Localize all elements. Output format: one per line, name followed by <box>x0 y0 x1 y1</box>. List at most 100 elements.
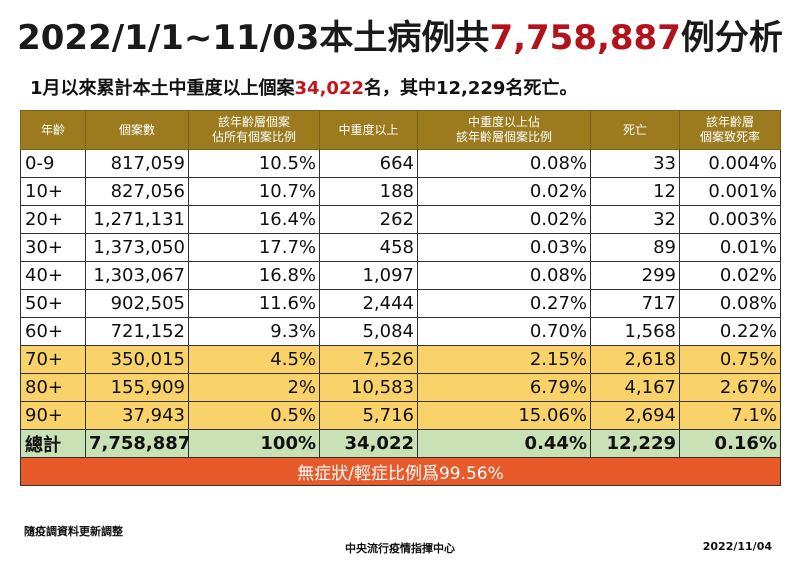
age-cell: 80+ <box>20 373 86 402</box>
footer-agency: 中央流行疫情指揮中心 <box>345 542 455 555</box>
age-cell: 10+ <box>20 177 86 206</box>
severe-cell: 7,526 <box>319 345 418 374</box>
cfr-cell: 0.001% <box>679 177 781 206</box>
severe-cell: 1,097 <box>319 261 418 290</box>
share-cell: 16.8% <box>188 261 320 290</box>
table-row: 60+ 721,152 9.3% 5,084 0.70% 1,568 0.22% <box>20 317 781 346</box>
age-cell: 50+ <box>20 289 86 318</box>
cases-cell: 155,909 <box>85 373 189 402</box>
severe-rate-cell: 0.02% <box>417 177 591 206</box>
age-cell: 40+ <box>20 261 86 290</box>
cases-cell: 350,015 <box>85 345 189 374</box>
table-row: 0-9 817,059 10.5% 664 0.08% 33 0.004% <box>20 149 781 178</box>
age-cell: 總計 <box>20 429 86 458</box>
age-analysis-table: 年齡 個案數 該年齡層個案 佔所有個案比例 中重度以上 中重度以上佔 該年齡層個案比例死… <box>20 110 781 486</box>
cases-cell: 827,056 <box>85 177 189 206</box>
column-header: 中重度以上 <box>319 110 418 150</box>
deaths-cell: 1,568 <box>590 317 680 346</box>
table-row: 70+ 350,015 4.5% 7,526 2.15% 2,618 0.75% <box>20 345 781 374</box>
deaths-cell: 89 <box>590 233 680 262</box>
cases-cell: 817,059 <box>85 149 189 178</box>
cases-cell: 902,505 <box>85 289 189 318</box>
share-cell: 16.4% <box>188 205 320 234</box>
severe-cell: 10,583 <box>319 373 418 402</box>
share-cell: 0.5% <box>188 401 320 430</box>
share-cell: 10.5% <box>188 149 320 178</box>
deaths-cell: 32 <box>590 205 680 234</box>
severe-cell: 5,716 <box>319 401 418 430</box>
table-row: 40+ 1,303,067 16.8% 1,097 0.08% 299 0.02% <box>20 261 781 290</box>
column-header: 個案數 <box>85 110 189 150</box>
table-row: 20+ 1,271,131 16.4% 262 0.02% 32 0.003% <box>20 205 781 234</box>
age-cell: 90+ <box>20 401 86 430</box>
cfr-cell: 0.004% <box>679 149 781 178</box>
share-cell: 9.3% <box>188 317 320 346</box>
severe-rate-cell: 2.15% <box>417 345 591 374</box>
age-cell: 30+ <box>20 233 86 262</box>
severe-rate-cell: 0.70% <box>417 317 591 346</box>
severe-cell: 188 <box>319 177 418 206</box>
severe-rate-cell: 0.44% <box>417 429 591 458</box>
cfr-cell: 0.16% <box>679 429 781 458</box>
deaths-cell: 299 <box>590 261 680 290</box>
total-row: 總計 7,758,887 100% 34,022 0.44% 12,229 0.16% <box>20 429 781 458</box>
share-cell: 4.5% <box>188 345 320 374</box>
subtitle-suffix: 名，其中12,229名死亡。 <box>364 78 578 99</box>
table-row: 10+ 827,056 10.7% 188 0.02% 12 0.001% <box>20 177 781 206</box>
deaths-cell: 4,167 <box>590 373 680 402</box>
severe-rate-cell: 0.08% <box>417 149 591 178</box>
cfr-cell: 0.75% <box>679 345 781 374</box>
title-total-cases: 7,758,887 <box>489 18 681 58</box>
page-subtitle: 1月以來累計本土中重度以上個案34,022名，其中12,229名死亡。 <box>30 74 577 100</box>
cases-cell: 7,758,887 <box>85 429 190 458</box>
title-suffix: 例分析 <box>680 18 783 58</box>
deaths-cell: 717 <box>590 289 680 318</box>
cfr-cell: 0.02% <box>679 261 781 290</box>
table-row: 80+ 155,909 2% 10,583 6.79% 4,167 2.67% <box>20 373 781 402</box>
deaths-cell: 12,229 <box>590 429 680 458</box>
column-header: 中重度以上佔 該年齡層個案比例 <box>417 110 591 150</box>
table-header-row: 年齡 個案數 該年齡層個案 佔所有個案比例 中重度以上 中重度以上佔 該年齡層個案比例死… <box>20 110 781 150</box>
subtitle-prefix: 1月以來累計本土中重度以上個案 <box>30 78 295 99</box>
share-cell: 17.7% <box>188 233 320 262</box>
subtitle-severe-count: 34,022 <box>294 78 364 99</box>
deaths-cell: 2,618 <box>590 345 680 374</box>
severe-cell: 458 <box>319 233 418 262</box>
footer-date: 2022/11/04 <box>702 540 772 553</box>
severe-rate-cell: 0.27% <box>417 289 591 318</box>
age-cell: 70+ <box>20 345 86 374</box>
deaths-cell: 2,694 <box>590 401 680 430</box>
column-header: 死亡 <box>590 110 680 150</box>
deaths-cell: 12 <box>590 177 680 206</box>
severe-cell: 262 <box>319 205 418 234</box>
table-row: 50+ 902,505 11.6% 2,444 0.27% 717 0.08% <box>20 289 781 318</box>
summary-banner-row: 無症狀/輕症比例爲99.56% <box>20 457 781 486</box>
cases-cell: 37,943 <box>85 401 189 430</box>
column-header: 該年齡層個案 佔所有個案比例 <box>188 110 320 150</box>
severe-rate-cell: 15.06% <box>417 401 591 430</box>
share-cell: 100% <box>188 429 320 458</box>
share-cell: 10.7% <box>188 177 320 206</box>
title-prefix: 2022/1/1~11/03本土病例共 <box>17 18 490 58</box>
table-row: 90+ 37,943 0.5% 5,716 15.06% 2,694 7.1% <box>20 401 781 430</box>
severe-cell: 664 <box>319 149 418 178</box>
age-cell: 20+ <box>20 205 86 234</box>
cases-cell: 1,373,050 <box>85 233 189 262</box>
update-note: 隨疫調資料更新調整 <box>24 525 123 538</box>
cfr-cell: 0.01% <box>679 233 781 262</box>
deaths-cell: 33 <box>590 149 680 178</box>
cases-cell: 1,303,067 <box>85 261 189 290</box>
age-cell: 60+ <box>20 317 86 346</box>
cases-cell: 721,152 <box>85 317 189 346</box>
share-cell: 2% <box>188 373 320 402</box>
severe-cell: 5,084 <box>319 317 418 346</box>
cfr-cell: 2.67% <box>679 373 781 402</box>
page-title: 2022/1/1~11/03本土病例共7,758,887例分析 <box>0 10 800 59</box>
share-cell: 11.6% <box>188 289 320 318</box>
cfr-cell: 0.22% <box>679 317 781 346</box>
cfr-cell: 0.08% <box>679 289 781 318</box>
summary-banner: 無症狀/輕症比例爲99.56% <box>20 457 781 486</box>
column-header: 年齡 <box>20 110 86 150</box>
severe-rate-cell: 0.08% <box>417 261 591 290</box>
severe-rate-cell: 0.03% <box>417 233 591 262</box>
